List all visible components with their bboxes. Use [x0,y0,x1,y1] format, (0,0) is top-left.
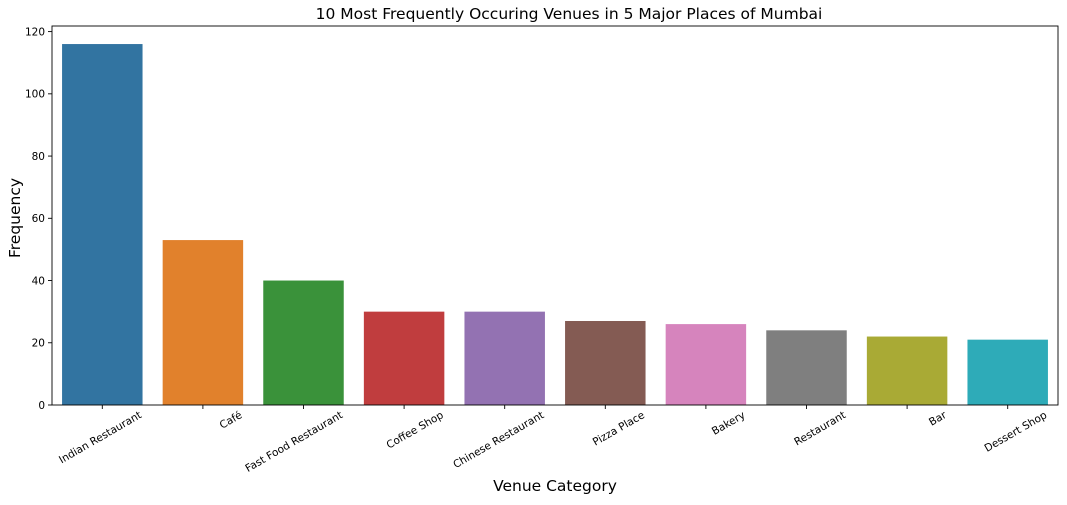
y-tick-label: 60 [32,213,45,225]
chart-title: 10 Most Frequently Occuring Venues in 5 … [316,5,823,23]
bar-8 [866,336,948,405]
y-tick-label: 80 [32,151,45,163]
y-axis: 0 20 40 60 80 100 120 [25,26,52,412]
x-tick-label: Bar [927,409,949,429]
y-tick-label: 40 [32,275,45,287]
x-axis-label: Venue Category [493,477,617,495]
bar-3 [363,311,445,405]
plot-area [51,25,1059,406]
bar-0 [62,44,143,406]
x-tick-label: Dessert Shop [982,409,1049,455]
bar-5 [565,320,646,405]
x-tick-label: Restaurant [792,409,848,448]
x-tick-label: Café [218,409,245,431]
bar-1 [162,240,244,405]
bar-9 [967,339,1048,405]
bar-4 [464,311,545,405]
y-tick-label: 20 [32,338,45,350]
x-tick-label: Pizza Place [591,409,647,448]
bar-7 [766,330,847,405]
y-axis-label: Frequency [6,178,24,258]
x-tick-label: Coffee Shop [384,409,445,451]
plot-frame [51,25,1059,406]
y-tick-label: 120 [25,26,45,38]
x-tick-label: Indian Restaurant [57,409,144,466]
x-tick-label: Chinese Restaurant [451,409,546,471]
x-tick-label: Fast Food Restaurant [243,409,345,475]
bar-6 [665,324,747,405]
bar-2 [263,280,344,405]
y-tick-label: 0 [38,400,45,412]
y-tick-label: 100 [25,89,45,101]
x-tick-label: Bakery [710,409,747,438]
